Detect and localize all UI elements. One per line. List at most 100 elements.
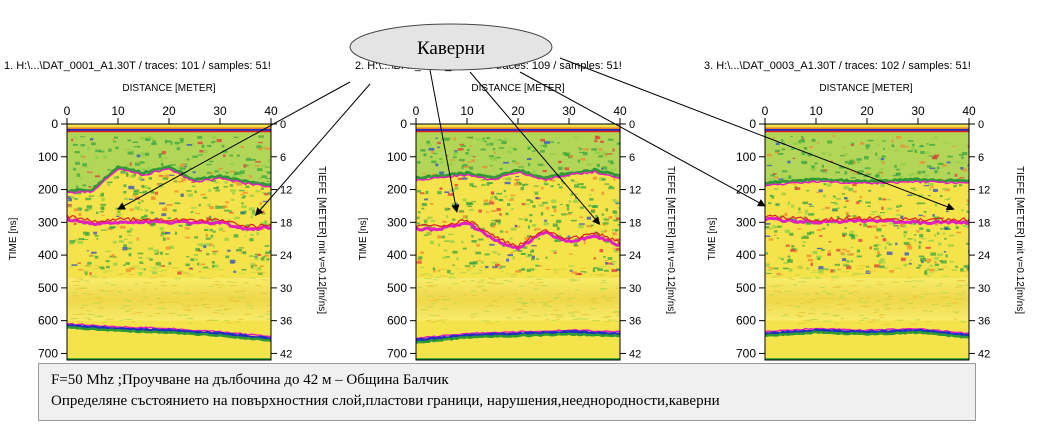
y2-axis-title: TIEFE [METER] mit v=0.12[m/ns]: [1014, 166, 1025, 314]
texture-speck: [120, 225, 126, 229]
texture-speck: [238, 247, 244, 249]
texture-speck: [859, 195, 862, 199]
texture-speck: [177, 271, 182, 275]
texture-speck: [553, 309, 559, 311]
texture-speck: [429, 156, 433, 158]
texture-speck: [918, 245, 921, 249]
texture-speck: [180, 140, 184, 144]
texture-speck: [249, 307, 254, 309]
y2-tick-label: 42: [629, 348, 641, 360]
texture-speck: [780, 315, 789, 317]
texture-speck: [875, 152, 878, 156]
texture-speck: [208, 188, 212, 193]
texture-speck: [216, 284, 224, 286]
texture-speck: [122, 305, 131, 307]
texture-speck: [615, 202, 620, 204]
texture-speck: [592, 176, 598, 180]
texture-speck: [469, 166, 474, 170]
texture-speck: [900, 215, 904, 220]
texture-speck: [827, 250, 831, 253]
texture-speck: [869, 213, 875, 215]
texture-speck: [556, 226, 560, 231]
y2-tick-label: 6: [629, 152, 635, 164]
y2-tick-label: 12: [629, 185, 641, 197]
texture-speck: [913, 234, 917, 236]
texture-speck: [147, 187, 151, 190]
texture-speck: [269, 217, 271, 220]
texture-speck: [249, 277, 256, 279]
texture-speck: [212, 264, 215, 268]
texture-speck: [803, 215, 807, 218]
texture-speck: [938, 242, 942, 246]
texture-speck: [531, 315, 537, 317]
texture-speck: [864, 155, 869, 160]
texture-speck: [517, 250, 523, 252]
texture-speck: [766, 268, 774, 270]
texture-speck: [933, 154, 940, 157]
texture-speck: [490, 222, 496, 226]
texture-speck: [498, 199, 503, 201]
texture-speck: [87, 314, 95, 316]
texture-speck: [476, 243, 480, 247]
texture-speck: [927, 194, 931, 197]
texture-speck: [966, 210, 969, 213]
texture-speck: [420, 251, 425, 254]
texture-speck: [821, 248, 825, 252]
texture-speck: [458, 210, 464, 213]
texture-speck: [929, 143, 936, 146]
texture-speck: [913, 295, 921, 297]
texture-speck: [884, 298, 892, 300]
texture-speck: [185, 236, 190, 239]
texture-speck: [830, 297, 834, 299]
texture-speck: [151, 222, 156, 226]
texture-speck: [145, 190, 148, 193]
texture-speck: [433, 269, 441, 271]
texture-speck: [540, 285, 548, 287]
texture-speck: [461, 177, 468, 180]
texture-speck: [137, 145, 141, 148]
y2-tick-label: 18: [280, 217, 292, 229]
texture-speck: [209, 228, 213, 232]
deep-layer-reflector-green: [765, 330, 969, 339]
texture-speck: [767, 269, 773, 271]
texture-speck: [545, 206, 550, 210]
callout-label: Каверни: [417, 38, 485, 59]
texture-speck: [177, 314, 182, 316]
texture-speck: [604, 152, 608, 157]
texture-speck: [613, 249, 619, 253]
texture-speck: [491, 224, 496, 228]
texture-speck: [580, 267, 587, 269]
x-tick-label: 30: [911, 104, 925, 118]
texture-speck: [175, 143, 179, 146]
texture-speck: [423, 153, 427, 157]
texture-speck: [601, 167, 604, 170]
texture-speck: [95, 149, 102, 153]
texture-speck: [810, 271, 818, 273]
texture-speck: [218, 167, 223, 170]
texture-speck: [189, 167, 192, 170]
texture-speck: [928, 155, 933, 157]
texture-speck: [516, 301, 525, 303]
texture-speck: [186, 190, 192, 192]
y2-tick-label: 24: [280, 250, 292, 262]
texture-speck: [429, 240, 434, 245]
texture-speck: [545, 256, 548, 259]
texture-speck: [220, 313, 225, 315]
texture-speck: [948, 244, 954, 247]
texture-speck: [612, 210, 617, 214]
texture-speck: [522, 305, 528, 307]
texture-speck: [460, 145, 466, 147]
texture-speck: [257, 177, 262, 180]
texture-speck: [112, 138, 115, 141]
texture-speck: [250, 234, 255, 236]
texture-speck: [75, 288, 80, 290]
texture-speck: [843, 206, 847, 208]
texture-speck: [127, 234, 132, 236]
texture-speck: [183, 306, 191, 308]
texture-speck: [264, 147, 271, 150]
texture-speck: [865, 172, 870, 174]
texture-speck: [262, 279, 269, 281]
texture-speck: [514, 182, 520, 186]
texture-speck: [866, 286, 871, 288]
texture-speck: [910, 173, 917, 175]
